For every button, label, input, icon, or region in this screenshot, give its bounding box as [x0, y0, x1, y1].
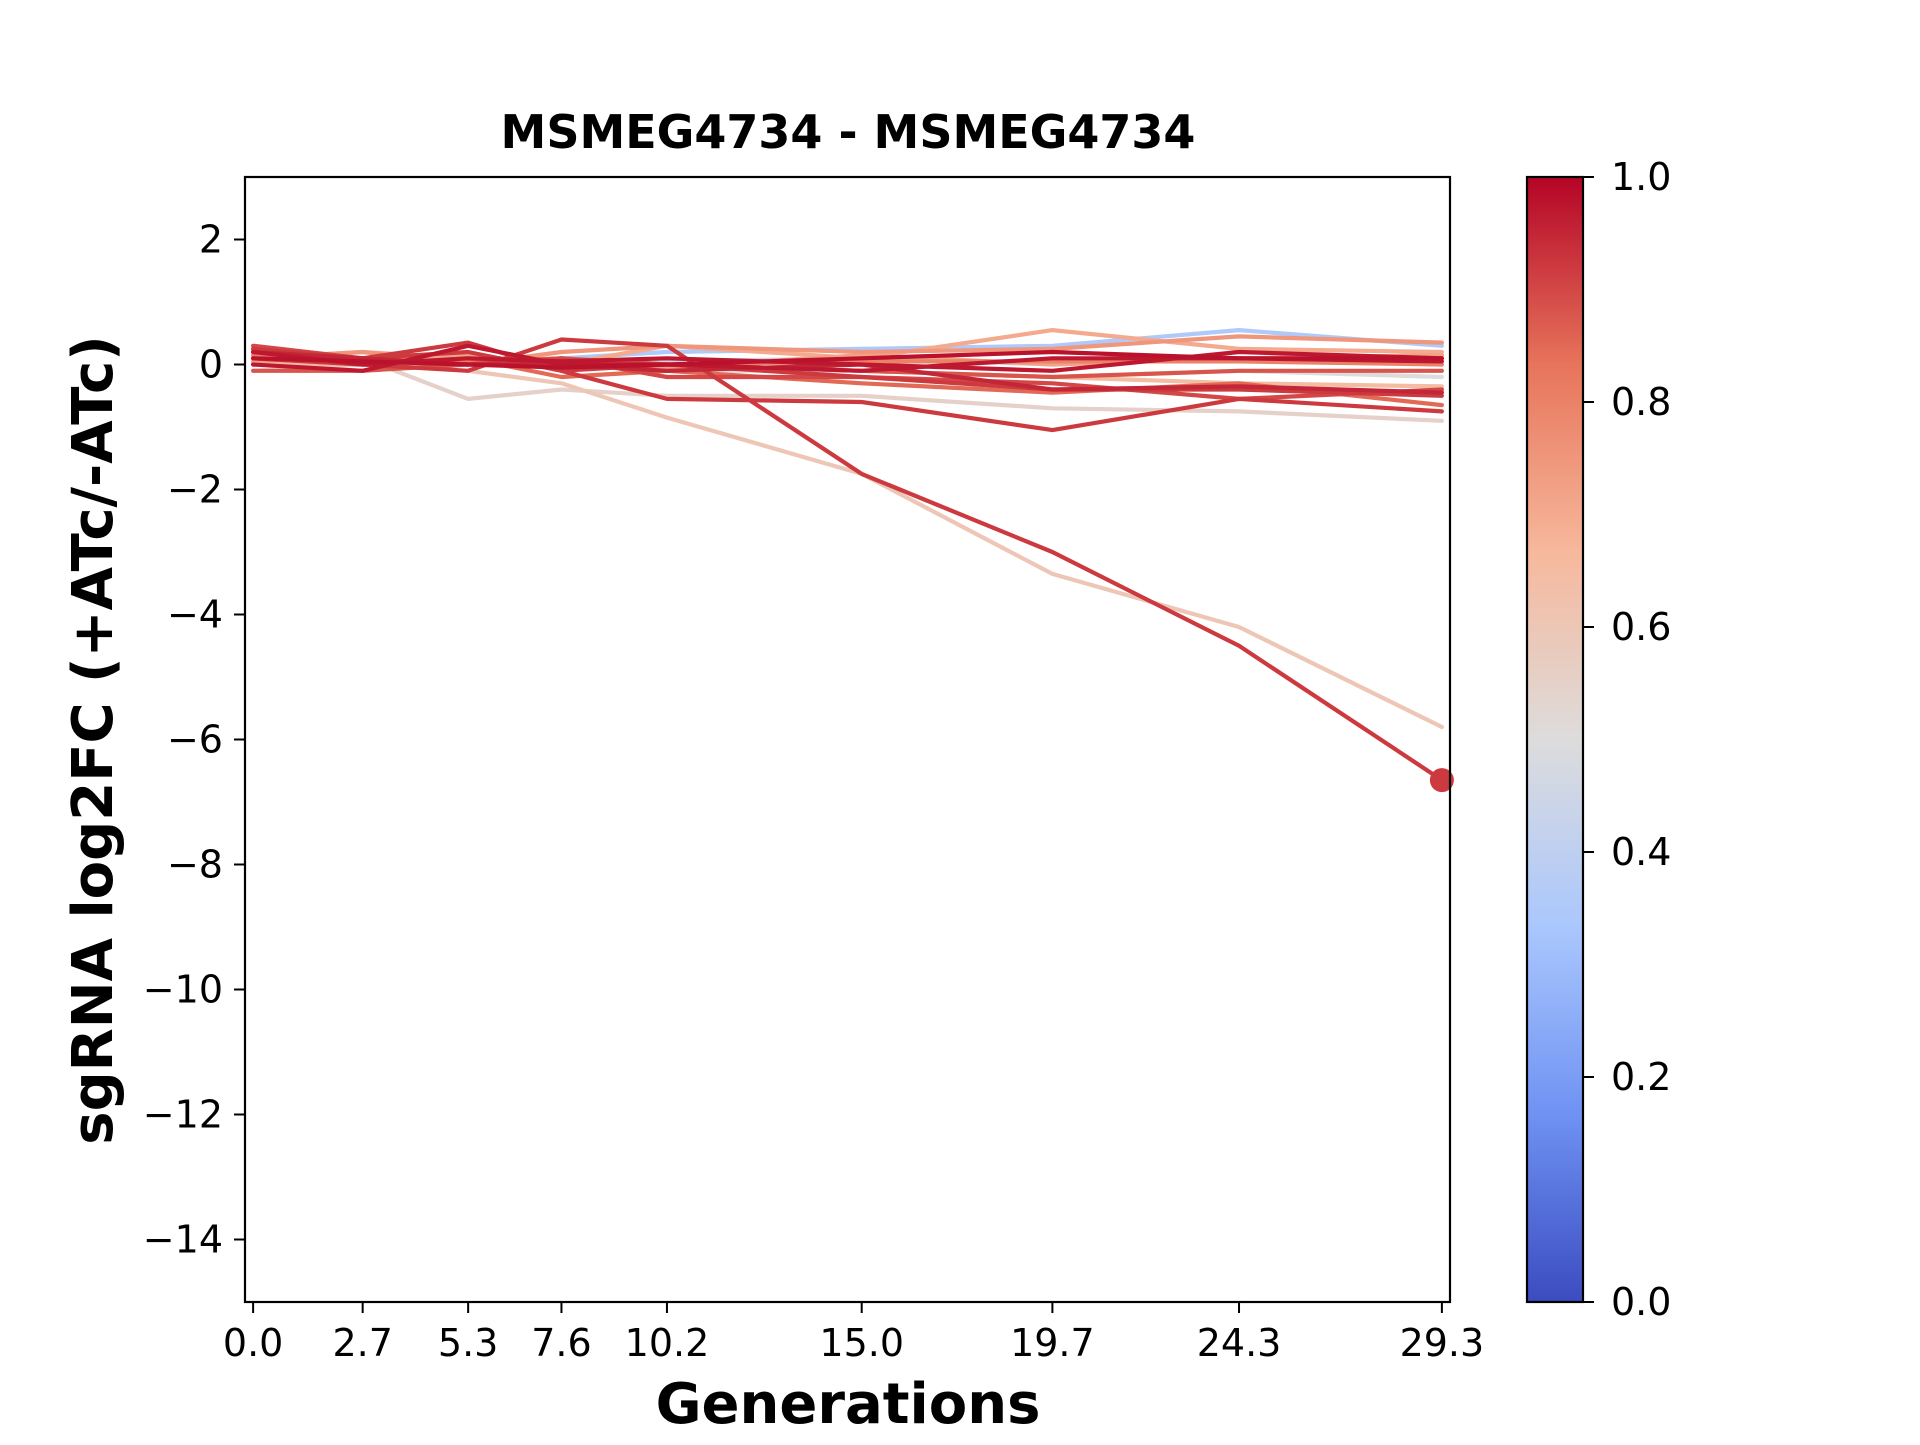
x-tick-label: 0.0: [223, 1321, 283, 1365]
x-tick-label: 7.6: [531, 1321, 591, 1365]
colorbar: 0.0 0.2 0.4 0.6 0.8 1.0: [1525, 155, 1671, 1324]
y-tick-label: −6: [167, 718, 223, 762]
x-axis: 0.0 2.7 5.3 7.6 10.2 15.0 19.7 24.3 29.3: [223, 1302, 1484, 1365]
x-tick-label: 19.7: [1010, 1321, 1095, 1365]
x-tick-label: 10.2: [625, 1321, 710, 1365]
x-axis-title: Generations: [656, 1372, 1041, 1437]
chart-title: MSMEG4734 - MSMEG4734: [501, 105, 1196, 159]
series-line-2: [251, 362, 1445, 730]
y-axis-title: sgRNA log2FC (+ATc/-ATc): [61, 335, 126, 1145]
x-tick-label: 5.3: [438, 1321, 498, 1365]
colorbar-tick-label: 0.2: [1611, 1055, 1671, 1099]
colorbar-tick-label: 0.8: [1611, 380, 1671, 424]
series-line-1: [251, 337, 1445, 783]
x-tick-label: 2.7: [332, 1321, 392, 1365]
y-tick-label: 2: [199, 218, 223, 262]
y-tick-label: −2: [167, 468, 223, 512]
colorbar-ticks: 0.0 0.2 0.4 0.6 0.8 1.0: [1583, 155, 1671, 1324]
series-line-3: [251, 340, 1445, 433]
colorbar-tick-label: 1.0: [1611, 155, 1671, 199]
y-tick-label: −8: [167, 843, 223, 887]
y-tick-label: 0: [199, 343, 223, 387]
series-line-20: [251, 349, 1445, 370]
y-tick-label: −4: [167, 593, 223, 637]
colorbar-tick-label: 0.0: [1611, 1280, 1671, 1324]
colorbar-frame: [1525, 175, 1585, 1304]
series-layer: [251, 328, 1454, 793]
series-endpoint-marker: [1429, 768, 1454, 793]
x-tick-label: 29.3: [1400, 1321, 1485, 1365]
x-tick-label: 15.0: [819, 1321, 904, 1365]
y-tick-label: −14: [143, 1218, 223, 1262]
y-axis: 2 0 −2 −4 −6 −8 −10 −12 −14: [143, 218, 245, 1262]
y-tick-label: −12: [143, 1093, 223, 1137]
y-tick-label: −10: [143, 968, 223, 1012]
colorbar-tick-label: 0.4: [1611, 830, 1671, 874]
x-tick-label: 24.3: [1197, 1321, 1282, 1365]
colorbar-gradient: [1527, 177, 1583, 1302]
plot-frame: [243, 175, 1452, 1304]
colorbar-tick-label: 0.6: [1611, 605, 1671, 649]
